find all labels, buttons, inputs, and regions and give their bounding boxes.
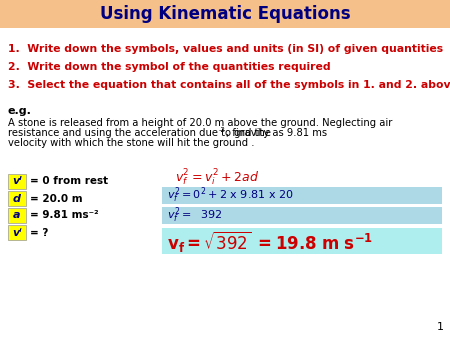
Text: resistance and using the acceleration due to gravity as 9.81 ms: resistance and using the acceleration du… <box>8 128 327 138</box>
Bar <box>8 174 26 189</box>
Bar <box>8 208 26 223</box>
Bar <box>8 225 26 240</box>
Text: e.g.: e.g. <box>8 106 32 116</box>
Text: $\mathbf{v_f =} \sqrt{392}\ \mathbf{= 19.8\ m\ s^{-1}}$: $\mathbf{v_f =} \sqrt{392}\ \mathbf{= 19… <box>167 228 373 254</box>
Text: 1: 1 <box>437 322 444 332</box>
Text: $v_f^2 = 0^2 + 2\ \mathrm{x}\ 9.81\ \mathrm{x}\ 20$: $v_f^2 = 0^2 + 2\ \mathrm{x}\ 9.81\ \mat… <box>167 186 294 205</box>
Text: = ?: = ? <box>30 227 49 238</box>
Bar <box>162 228 442 254</box>
Text: A stone is released from a height of 20.0 m above the ground. Neglecting air: A stone is released from a height of 20.… <box>8 118 392 128</box>
Text: = 0 from rest: = 0 from rest <box>30 176 108 187</box>
Text: = 20.0 m: = 20.0 m <box>30 193 83 203</box>
Text: = 9.81 ms⁻²: = 9.81 ms⁻² <box>30 211 99 220</box>
Text: $v_f^2 = v_i^2 + 2ad$: $v_f^2 = v_i^2 + 2ad$ <box>175 168 259 188</box>
Text: 3.  Select the equation that contains all of the symbols in 1. and 2. above: 3. Select the equation that contains all… <box>8 80 450 90</box>
Text: -2: -2 <box>219 127 226 133</box>
Bar <box>0 0 450 28</box>
Text: velocity with which the stone will hit the ground .: velocity with which the stone will hit t… <box>8 138 255 148</box>
Text: d: d <box>13 193 21 203</box>
Text: vᴵ: vᴵ <box>12 176 22 187</box>
Bar <box>162 207 442 224</box>
Bar <box>162 187 442 204</box>
Text: $v_f^2 = \ \ 392$: $v_f^2 = \ \ 392$ <box>167 206 222 225</box>
Text: 1.  Write down the symbols, values and units (in SI) of given quantities: 1. Write down the symbols, values and un… <box>8 44 443 54</box>
Bar <box>8 191 26 206</box>
Text: , find the: , find the <box>226 128 271 138</box>
Text: Using Kinematic Equations: Using Kinematic Equations <box>100 5 350 23</box>
Text: vⁱ: vⁱ <box>12 227 22 238</box>
Text: a: a <box>13 211 21 220</box>
Text: 2.  Write down the symbol of the quantities required: 2. Write down the symbol of the quantiti… <box>8 62 331 72</box>
